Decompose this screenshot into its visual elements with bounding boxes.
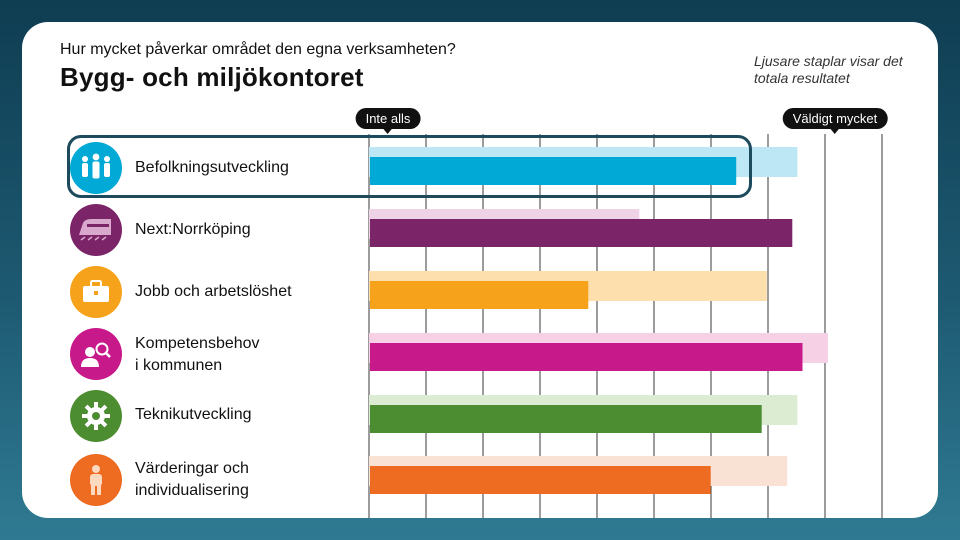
category-label: Värderingar och individualisering bbox=[135, 460, 249, 499]
category-label: Teknikutveckling bbox=[135, 406, 252, 423]
result-bar bbox=[370, 405, 762, 433]
result-bar bbox=[370, 466, 711, 494]
category-label: Befolkningsutveckling bbox=[135, 159, 289, 176]
person-search-icon bbox=[70, 328, 122, 380]
legend-note: Ljusare staplar visar det totala resulta… bbox=[754, 53, 903, 86]
train-icon bbox=[70, 204, 122, 256]
result-bar bbox=[370, 343, 803, 371]
chart-card: Hur mycket påverkar området den egna ver… bbox=[22, 22, 938, 518]
result-bar bbox=[370, 219, 793, 247]
scale-max-label: Väldigt mycket bbox=[782, 108, 888, 134]
result-bar bbox=[370, 157, 737, 185]
highlight-frame bbox=[67, 135, 752, 198]
survey-question: Hur mycket påverkar området den egna ver… bbox=[60, 41, 456, 58]
result-bar bbox=[370, 281, 589, 309]
bar-chart bbox=[368, 134, 883, 518]
person-icon bbox=[70, 454, 122, 506]
gear-icon bbox=[70, 390, 122, 442]
category-label: Jobb och arbetslöshet bbox=[135, 283, 292, 300]
category-label: Next:Norrköping bbox=[135, 221, 251, 238]
category-label: Kompetensbehov i kommunen bbox=[135, 335, 260, 374]
scale-min-label: Inte alls bbox=[355, 108, 421, 134]
chart-title: Bygg- och miljökontoret bbox=[60, 62, 364, 92]
briefcase-icon bbox=[70, 266, 122, 318]
